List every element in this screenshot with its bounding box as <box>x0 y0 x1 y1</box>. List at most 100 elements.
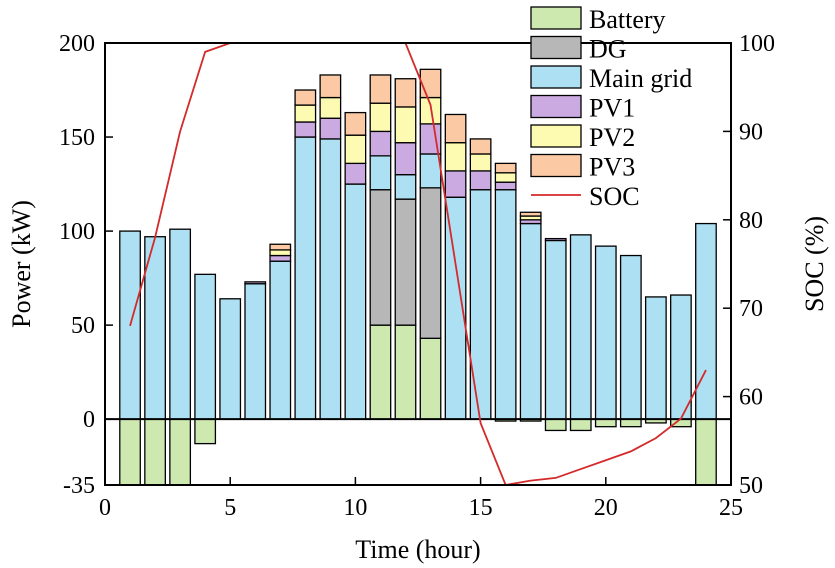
bar-main-grid-3 <box>169 228 192 420</box>
y2-tick-label: 80 <box>739 208 763 234</box>
bar-main-grid-15 <box>469 189 492 420</box>
bar-battery-1 <box>119 418 141 486</box>
bar-pv3-11 <box>369 74 392 104</box>
bar-main-grid-13 <box>419 153 442 189</box>
bar-pv2-7 <box>269 249 292 257</box>
bar-main-grid-16 <box>494 189 517 420</box>
bar-pv3-14 <box>444 113 467 144</box>
bar-battery-3 <box>169 418 192 486</box>
bar-main-grid-8 <box>294 136 317 420</box>
bar-pv3-15 <box>469 138 492 155</box>
bar-pv2-12 <box>394 106 417 144</box>
bar-main-grid-7 <box>269 260 292 420</box>
bar-pv2-15 <box>469 153 492 172</box>
bar-battery-21 <box>619 418 642 428</box>
bar-pv1-14 <box>444 170 467 198</box>
bar-pv2-16 <box>494 172 517 183</box>
bar-pv2-8 <box>294 104 317 123</box>
bar-battery-19 <box>569 418 592 432</box>
y-tick-label: -35 <box>63 473 95 499</box>
bar-pv3-9 <box>319 74 342 99</box>
bar-battery-4 <box>194 418 217 445</box>
legend-label-battery: Battery <box>589 5 666 34</box>
bar-main-grid-21 <box>619 254 642 420</box>
legend-label-dg: DG <box>589 35 627 64</box>
bar-pv1-11 <box>369 130 392 157</box>
bar-pv2-11 <box>369 102 392 133</box>
bar-battery-2 <box>144 418 166 486</box>
bar-main-grid-19 <box>569 234 592 420</box>
bar-main-grid-10 <box>344 183 367 420</box>
bar-battery-23 <box>670 418 692 428</box>
legend-label-pv1: PV1 <box>589 94 635 123</box>
bar-main-grid-17 <box>519 222 542 420</box>
bar-pv3-8 <box>294 89 317 106</box>
legend-label-pv2: PV2 <box>589 123 635 152</box>
bar-pv1-12 <box>394 142 417 176</box>
bar-pv3-16 <box>494 162 517 174</box>
bar-main-grid-5 <box>219 298 242 420</box>
y2-tick-label: 90 <box>739 119 763 145</box>
legend-label-pv3: PV3 <box>589 153 635 182</box>
bar-pv3-10 <box>344 111 367 136</box>
bar-pv2-14 <box>444 142 467 172</box>
legend-label-soc: SOC <box>589 182 640 211</box>
bar-pv1-10 <box>344 162 367 185</box>
bar-pv1-9 <box>319 117 342 140</box>
bar-pv3-17 <box>519 211 542 217</box>
y-tick-label: 0 <box>83 407 95 433</box>
bar-pv1-7 <box>269 254 292 262</box>
bar-main-grid-9 <box>319 138 342 420</box>
bar-pv3-7 <box>269 243 292 251</box>
bar-battery-20 <box>594 418 617 428</box>
legend-label-main-grid: Main grid <box>589 64 692 93</box>
y2-tick-label: 100 <box>739 31 775 57</box>
x-tick-label: 0 <box>99 495 111 521</box>
bar-pv2-13 <box>419 96 442 125</box>
bar-dg-12 <box>394 198 417 326</box>
bar-pv1-15 <box>469 170 492 191</box>
bar-battery-24 <box>695 418 717 486</box>
soc-line <box>129 42 707 487</box>
legend-swatch-dg <box>530 35 582 60</box>
bar-dg-13 <box>419 187 442 339</box>
bar-main-grid-20 <box>594 245 617 420</box>
y2-axis-title: SOC (%) <box>800 216 829 312</box>
bar-main-grid-22 <box>644 296 667 420</box>
bar-pv1-18 <box>544 237 567 242</box>
y-tick-label: 200 <box>59 31 95 57</box>
y2-tick-label: 70 <box>739 296 763 322</box>
bar-pv1-8 <box>294 121 317 138</box>
x-axis-title: Time (hour) <box>355 535 480 564</box>
bar-pv1-16 <box>494 181 517 191</box>
y2-tick-label: 50 <box>739 473 763 499</box>
legend-swatch-pv2 <box>530 124 582 148</box>
bar-pv3-13 <box>419 68 442 99</box>
bar-main-grid-18 <box>544 239 567 420</box>
x-tick-label: 25 <box>719 495 743 521</box>
bar-main-grid-4 <box>194 273 217 420</box>
y-tick-label: 50 <box>71 313 95 339</box>
bar-pv2-10 <box>344 134 367 165</box>
bar-battery-18 <box>544 418 567 432</box>
y2-tick-label: 60 <box>739 385 763 411</box>
bar-main-grid-12 <box>394 174 417 200</box>
y-axis-title: Power (kW) <box>7 200 36 328</box>
bar-battery-13 <box>419 337 442 420</box>
bar-battery-11 <box>369 324 392 420</box>
plot-frame <box>104 42 732 486</box>
x-tick-label: 20 <box>594 495 618 521</box>
y-tick-label: 150 <box>59 125 95 151</box>
bar-pv1-6 <box>244 281 267 285</box>
x-tick-label: 5 <box>224 495 236 521</box>
legend-swatch-pv1 <box>530 94 582 119</box>
y-tick-label: 100 <box>59 219 95 245</box>
bar-main-grid-24 <box>695 222 717 420</box>
bar-main-grid-23 <box>670 294 692 420</box>
x-tick-label: 10 <box>343 495 367 521</box>
bar-dg-11 <box>369 189 392 326</box>
bar-main-grid-6 <box>244 283 267 420</box>
bar-pv2-9 <box>319 96 342 119</box>
